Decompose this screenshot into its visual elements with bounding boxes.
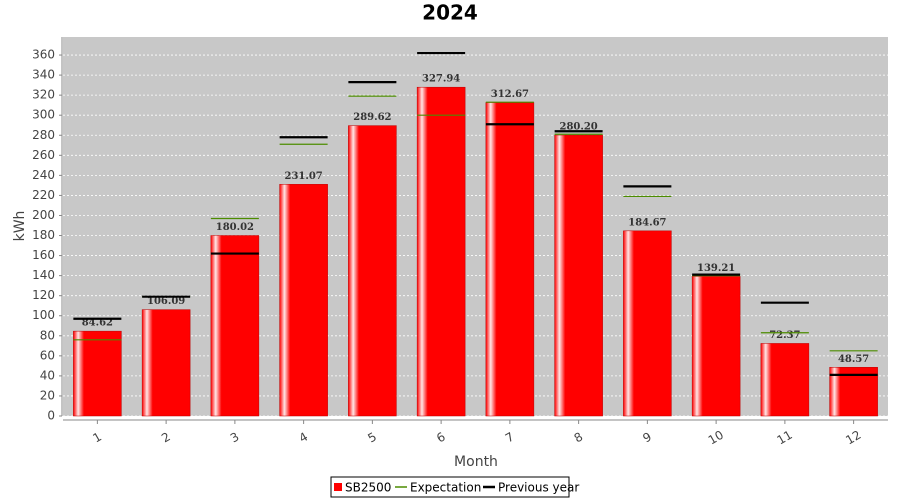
plot-area (63, 37, 888, 416)
bar (485, 102, 535, 417)
y-tick-label: 180 (32, 228, 55, 242)
x-axis-label: Month (454, 454, 498, 470)
legend-label: SB2500 (345, 481, 391, 495)
value-label: 231.07 (284, 171, 322, 182)
y-tick-label: 340 (32, 68, 55, 82)
bar (623, 230, 672, 417)
value-label: 289.62 (353, 112, 391, 123)
y-tick-label: 140 (32, 268, 55, 282)
value-label: 139.21 (697, 263, 735, 274)
legend-swatch (334, 483, 342, 491)
bar (416, 86, 466, 417)
bar (691, 276, 741, 417)
x-tick-label: 3 (228, 430, 242, 446)
y-tick-label: 120 (32, 288, 55, 302)
bar (279, 184, 328, 417)
legend-label: Previous year (498, 481, 579, 495)
bar (760, 343, 810, 417)
x-tick-label: 6 (434, 430, 448, 446)
value-label: 84.62 (82, 318, 113, 329)
y-tick-label: 320 (32, 88, 55, 102)
legend (330, 476, 570, 498)
value-label: 184.67 (628, 217, 666, 228)
value-label: 327.94 (422, 74, 460, 85)
x-tick-label: 5 (365, 430, 379, 446)
value-label: 312.67 (491, 89, 529, 100)
value-label: 106.09 (147, 296, 185, 307)
x-tick-label: 12 (843, 428, 863, 448)
value-label: 280.20 (559, 122, 597, 133)
y-tick-label: 100 (32, 308, 55, 322)
x-tick-label: 11 (775, 428, 795, 448)
y-tick-label: 240 (32, 168, 55, 182)
bar (554, 134, 603, 417)
y-tick-label: 280 (32, 128, 55, 142)
x-tick-label: 7 (503, 430, 517, 446)
y-tick-label: 160 (32, 248, 55, 262)
bar (73, 330, 122, 417)
value-label: 48.57 (838, 354, 869, 365)
y-tick-label: 260 (32, 148, 55, 162)
bar (210, 235, 260, 417)
x-tick-label: 1 (90, 430, 104, 446)
y-tick-label: 0 (47, 409, 55, 423)
y-tick-label: 80 (40, 328, 55, 342)
value-label: 72.37 (769, 330, 800, 341)
y-axis-label: kWh (12, 211, 28, 242)
y-tick-label: 360 (32, 48, 55, 62)
x-tick-label: 10 (706, 428, 726, 448)
value-label: 180.02 (216, 222, 254, 233)
x-tick-label: 2 (159, 430, 173, 446)
legend-label: Expectation (410, 481, 481, 495)
y-tick-label: 200 (32, 208, 55, 222)
bar (348, 125, 397, 417)
x-tick-label: 8 (572, 430, 586, 446)
y-tick-label: 20 (40, 388, 55, 402)
y-tick-label: 60 (40, 348, 55, 362)
chart-title: 2024 (422, 1, 478, 25)
y-tick-label: 300 (32, 108, 55, 122)
y-tick-label: 220 (32, 188, 55, 202)
x-tick-label: 9 (640, 430, 654, 446)
x-tick-label: 4 (297, 430, 311, 446)
bar (141, 309, 191, 417)
y-tick-label: 40 (40, 368, 55, 382)
